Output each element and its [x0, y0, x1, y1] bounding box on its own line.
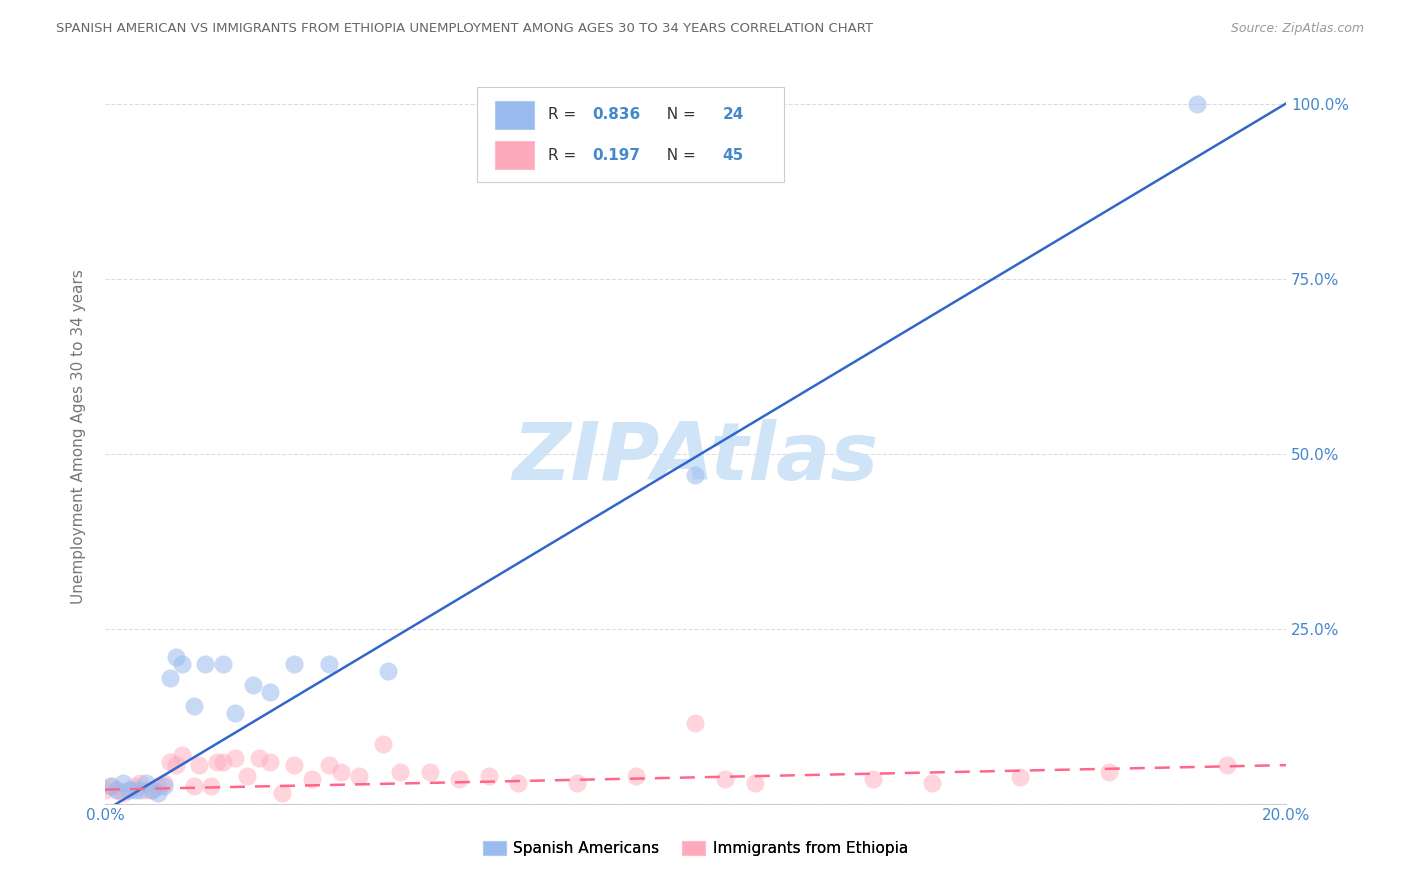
Text: R =: R = [548, 148, 581, 162]
Point [685, 467, 707, 482]
Point [271, 786, 294, 800]
Point [478, 769, 501, 783]
Text: 45: 45 [723, 148, 744, 162]
Point [259, 755, 281, 769]
Point [170, 747, 193, 762]
Point [283, 758, 305, 772]
Point [111, 775, 134, 789]
Point [626, 769, 648, 783]
Point [224, 706, 246, 720]
Point [188, 758, 211, 772]
Point [862, 772, 884, 786]
Point [100, 779, 122, 793]
Point [194, 657, 217, 671]
Y-axis label: Unemployment Among Ages 30 to 34 years: Unemployment Among Ages 30 to 34 years [72, 268, 86, 604]
Point [1010, 770, 1032, 784]
Text: N =: N = [657, 107, 700, 122]
Point [165, 758, 187, 772]
Point [377, 664, 399, 678]
Point [212, 755, 235, 769]
Point [183, 698, 205, 713]
Point [1216, 758, 1239, 772]
Point [183, 779, 205, 793]
Point [508, 775, 530, 789]
Point [347, 769, 370, 783]
Point [389, 765, 412, 780]
Point [301, 772, 323, 786]
Point [94, 782, 117, 797]
Point [153, 779, 176, 793]
Point [567, 775, 589, 789]
Point [141, 782, 163, 797]
Point [200, 779, 222, 793]
FancyBboxPatch shape [495, 141, 534, 169]
Point [744, 775, 766, 789]
Point [170, 657, 193, 671]
Point [259, 684, 281, 698]
Point [146, 786, 169, 800]
Point [129, 775, 152, 789]
Point [283, 657, 305, 671]
Point [1098, 765, 1121, 780]
Point [159, 755, 181, 769]
Point [111, 786, 134, 800]
Point [159, 671, 181, 685]
Point [921, 775, 943, 789]
Point [141, 782, 163, 797]
Point [235, 769, 257, 783]
Point [330, 765, 353, 780]
Point [146, 779, 169, 793]
Point [124, 782, 146, 797]
Point [371, 737, 394, 751]
Point [212, 657, 235, 671]
Point [100, 779, 122, 793]
Text: 24: 24 [723, 107, 744, 122]
Text: N =: N = [657, 148, 700, 162]
Text: Source: ZipAtlas.com: Source: ZipAtlas.com [1230, 22, 1364, 36]
Legend: Spanish Americans, Immigrants from Ethiopia: Spanish Americans, Immigrants from Ethio… [477, 835, 914, 863]
Point [105, 782, 128, 797]
FancyBboxPatch shape [495, 101, 534, 128]
Point [318, 758, 340, 772]
Point [224, 751, 246, 765]
Text: ZIPAtlas: ZIPAtlas [512, 419, 879, 497]
Point [247, 751, 270, 765]
Text: R =: R = [548, 107, 581, 122]
Point [318, 657, 340, 671]
Text: SPANISH AMERICAN VS IMMIGRANTS FROM ETHIOPIA UNEMPLOYMENT AMONG AGES 30 TO 34 YE: SPANISH AMERICAN VS IMMIGRANTS FROM ETHI… [56, 22, 873, 36]
Point [117, 782, 139, 797]
Point [419, 765, 441, 780]
Point [153, 775, 176, 789]
Point [242, 677, 264, 691]
Point [205, 755, 228, 769]
Point [129, 782, 152, 797]
Point [124, 779, 146, 793]
Point [1187, 96, 1209, 111]
Point [105, 782, 128, 797]
Point [685, 716, 707, 731]
Point [135, 782, 157, 797]
Text: 0.197: 0.197 [593, 148, 641, 162]
FancyBboxPatch shape [477, 87, 785, 183]
Point [117, 782, 139, 797]
Text: 0.836: 0.836 [593, 107, 641, 122]
Point [135, 775, 157, 789]
Point [165, 649, 187, 664]
Point [714, 772, 737, 786]
Point [449, 772, 471, 786]
